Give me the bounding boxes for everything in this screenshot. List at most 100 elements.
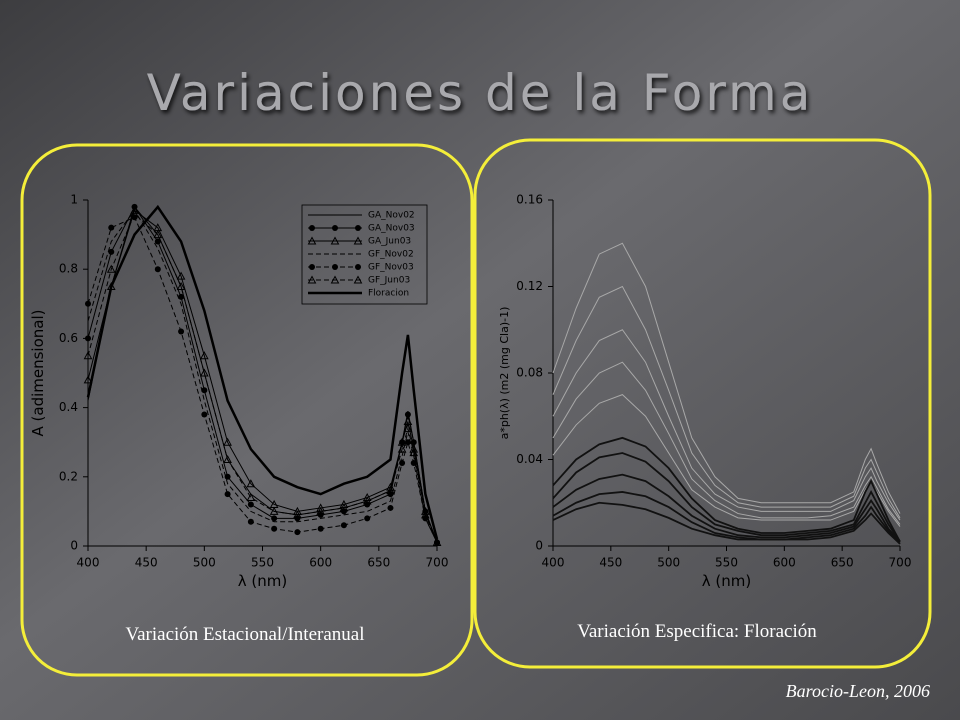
slide-title: Variaciones de la Forma: [147, 64, 814, 122]
marker: [340, 522, 347, 529]
x-tick-label: 400: [542, 556, 565, 570]
marker: [85, 300, 91, 307]
marker: [294, 529, 301, 536]
x-tick-label: 400: [77, 556, 100, 570]
x-tick-label: 500: [657, 556, 680, 570]
marker: [271, 525, 278, 532]
legend-label: GA_Nov03: [368, 224, 415, 234]
marker: [201, 411, 208, 418]
marker: [269, 506, 279, 515]
marker: [246, 493, 256, 502]
panel-right: [473, 138, 932, 669]
marker: [223, 437, 232, 446]
legend-label: GF_Jun03: [368, 276, 410, 286]
marker: [154, 266, 161, 273]
legend-label: GF_Nov03: [368, 263, 414, 273]
marker: [223, 454, 232, 463]
marker: [421, 510, 430, 519]
marker: [130, 209, 139, 218]
x-tick-label: 550: [715, 556, 738, 570]
series-line: [552, 285, 901, 519]
y-tick-label: 1: [70, 193, 78, 207]
marker: [307, 275, 317, 284]
marker: [224, 473, 231, 480]
chart-caption: Variación Estacional/Interanual: [126, 624, 365, 645]
y-tick-label: 0.08: [516, 366, 543, 380]
y-tick-label: 0.16: [516, 193, 543, 207]
marker: [153, 230, 163, 239]
panel-left: [20, 143, 474, 677]
marker: [176, 271, 186, 280]
marker: [410, 459, 417, 466]
marker: [309, 264, 315, 270]
marker: [355, 225, 361, 231]
y-tick-label: 0.6: [59, 331, 78, 345]
marker: [199, 368, 209, 377]
marker: [364, 515, 371, 522]
marker: [362, 493, 372, 502]
legend-label: GA_Nov02: [368, 211, 415, 221]
marker: [332, 225, 338, 231]
marker: [106, 264, 116, 273]
marker: [404, 411, 411, 418]
marker: [339, 499, 349, 508]
marker: [399, 459, 406, 466]
marker: [355, 264, 361, 270]
marker: [397, 444, 407, 453]
y-tick-label: 0: [535, 539, 543, 553]
marker: [353, 236, 363, 245]
x-tick-label: 450: [599, 556, 622, 570]
series-line: [86, 204, 439, 540]
y-tick-label: 0: [70, 539, 78, 553]
x-axis-label: λ (nm): [702, 572, 751, 590]
legend-box: [301, 204, 428, 305]
marker: [246, 479, 256, 488]
marker: [339, 503, 349, 512]
x-tick-label: 600: [309, 556, 332, 570]
marker: [176, 281, 186, 290]
marker: [130, 205, 139, 214]
series-line: [552, 473, 901, 543]
marker: [353, 275, 363, 284]
marker: [293, 510, 302, 519]
credit: Barocio-Leon, 2006: [786, 681, 930, 701]
marker: [362, 496, 372, 505]
x-tick-label: 450: [135, 556, 158, 570]
marker: [108, 224, 115, 231]
y-axis-label: A (adimensional): [29, 310, 47, 437]
marker: [432, 537, 442, 547]
x-tick-label: 500: [193, 556, 216, 570]
y-tick-label: 0.4: [59, 400, 78, 414]
marker: [332, 264, 338, 270]
legend-label: GF_Nov02: [368, 250, 414, 260]
marker: [247, 518, 254, 525]
marker: [201, 387, 208, 394]
marker: [316, 503, 326, 512]
marker: [247, 501, 254, 508]
y-tick-label: 0.8: [59, 262, 78, 276]
chart-caption: Variación Especifica: Floración: [577, 621, 817, 642]
series-line: [87, 213, 438, 543]
marker: [387, 504, 394, 511]
series-line: [552, 452, 901, 543]
marker: [178, 328, 185, 335]
y-tick-label: 0.12: [516, 279, 543, 293]
y-tick-label: 0.04: [516, 452, 543, 466]
x-tick-label: 700: [889, 556, 912, 570]
marker: [154, 238, 161, 245]
x-tick-label: 550: [251, 556, 274, 570]
marker: [178, 293, 185, 300]
series-line: [552, 361, 901, 525]
marker: [85, 335, 91, 342]
marker: [316, 506, 326, 515]
marker: [403, 423, 413, 432]
marker: [199, 351, 209, 360]
marker: [309, 225, 315, 231]
x-tick-label: 600: [773, 556, 796, 570]
legend-label: GA_Jun03: [368, 237, 411, 247]
marker: [330, 275, 340, 284]
marker: [224, 491, 231, 498]
y-axis-label: a*ph(λ) (m2 (mg Cla)-1): [498, 307, 511, 440]
